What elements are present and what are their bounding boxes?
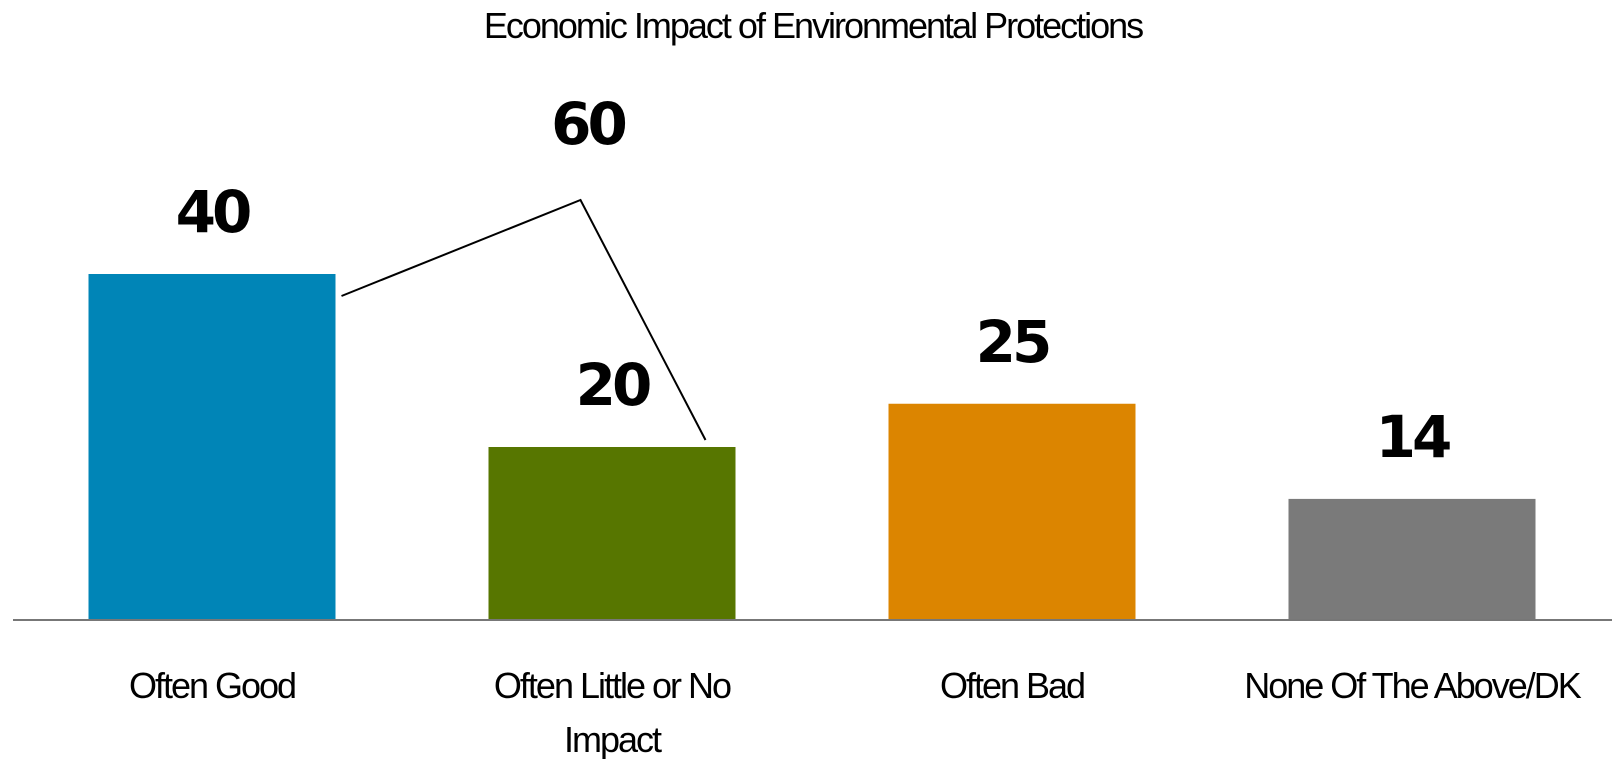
bracket-total-label: 60 — [551, 90, 625, 158]
bracket-line — [341, 198, 707, 441]
category-labels: Often Good Often Little or No Impact Often … — [129, 665, 1584, 759]
bar-3 — [1288, 498, 1536, 620]
category-label-2-0: Often Bad — [940, 665, 1084, 706]
chart-title: Economic Impact of Environmental Protect… — [484, 5, 1143, 46]
bars — [88, 274, 1536, 620]
category-label-0-0: Often Good — [129, 665, 295, 706]
category-label-3-0: None Of The Above/DK — [1244, 665, 1582, 706]
value-label-3: 14 — [1376, 403, 1450, 471]
value-label-2: 25 — [976, 308, 1049, 376]
bar-2 — [888, 403, 1136, 620]
category-label-1-1: Impact — [564, 719, 662, 759]
bar-1 — [488, 447, 736, 620]
bar-0 — [88, 274, 336, 620]
combined-total-bracket: 60 — [341, 90, 707, 441]
value-label-1: 20 — [576, 351, 650, 419]
value-labels: 40 20 25 14 — [176, 178, 1454, 471]
category-label-1-0: Often Little or No — [494, 665, 731, 706]
value-label-0: 40 — [176, 178, 250, 246]
